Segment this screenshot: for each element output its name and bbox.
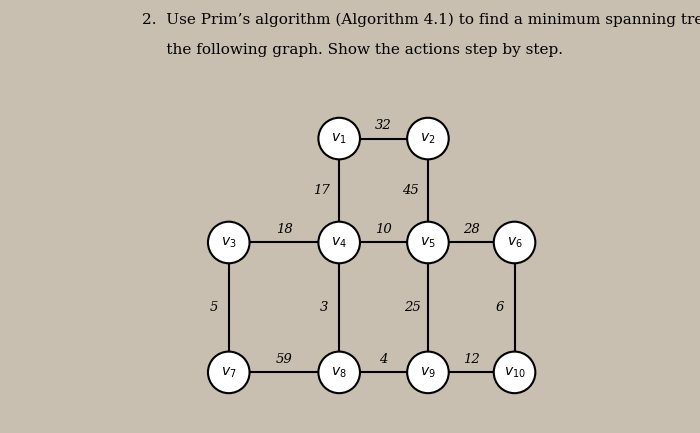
Text: $v_{8}$: $v_{8}$ (331, 365, 347, 380)
Circle shape (208, 352, 249, 393)
Text: $v_{6}$: $v_{6}$ (507, 235, 522, 250)
Text: $v_{4}$: $v_{4}$ (331, 235, 347, 250)
Text: $v_{7}$: $v_{7}$ (221, 365, 237, 380)
Text: 45: 45 (402, 184, 419, 197)
Text: $v_{1}$: $v_{1}$ (331, 131, 347, 146)
Text: 2.  Use Prim’s algorithm (Algorithm 4.1) to find a minimum spanning tree for: 2. Use Prim’s algorithm (Algorithm 4.1) … (142, 13, 700, 27)
Text: 3: 3 (320, 301, 328, 314)
Circle shape (407, 352, 449, 393)
Text: $v_{2}$: $v_{2}$ (420, 131, 435, 146)
Circle shape (407, 222, 449, 263)
Text: 25: 25 (405, 301, 421, 314)
Text: 10: 10 (375, 223, 392, 236)
Circle shape (318, 118, 360, 159)
Circle shape (318, 352, 360, 393)
Text: $v_{3}$: $v_{3}$ (221, 235, 237, 250)
Text: 17: 17 (314, 184, 330, 197)
Text: 28: 28 (463, 223, 480, 236)
Text: 32: 32 (375, 119, 392, 132)
Circle shape (318, 222, 360, 263)
Text: 6: 6 (495, 301, 503, 314)
Text: $v_{10}$: $v_{10}$ (503, 365, 526, 380)
Text: 5: 5 (209, 301, 218, 314)
Circle shape (208, 222, 249, 263)
Text: 59: 59 (276, 353, 293, 366)
Text: $v_{9}$: $v_{9}$ (420, 365, 436, 380)
Text: the following graph. Show the actions step by step.: the following graph. Show the actions st… (142, 43, 564, 57)
Text: 12: 12 (463, 353, 480, 366)
Text: 4: 4 (379, 353, 388, 366)
Text: $v_{5}$: $v_{5}$ (420, 235, 436, 250)
Circle shape (494, 222, 536, 263)
Text: 18: 18 (276, 223, 293, 236)
Circle shape (494, 352, 536, 393)
Circle shape (407, 118, 449, 159)
